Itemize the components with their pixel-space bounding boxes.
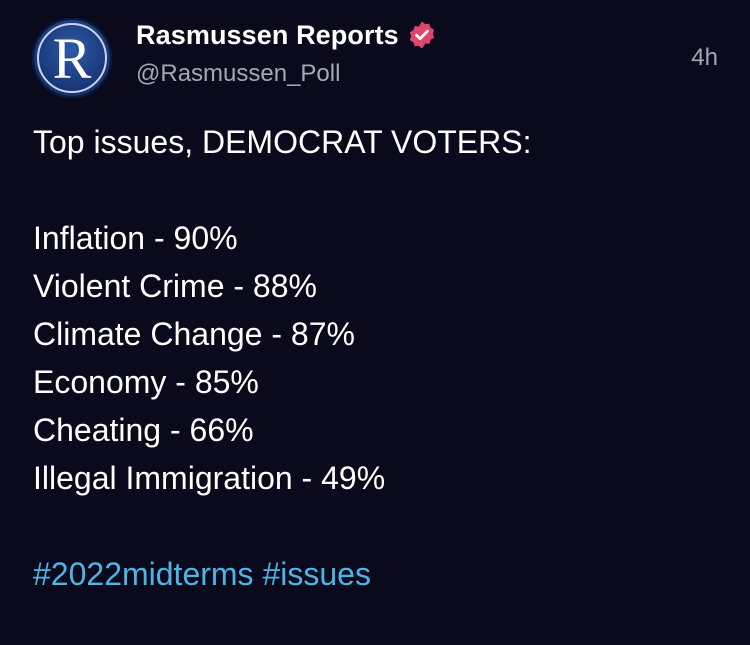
avatar-logo-letter: R <box>52 26 92 91</box>
issue-line: Inflation - 90% <box>33 220 238 256</box>
hashtag-line: #2022midterms #issues <box>33 550 723 598</box>
verified-badge-icon <box>409 21 434 49</box>
issue-line: Violent Crime - 88% <box>33 268 317 304</box>
issue-line: Climate Change - 87% <box>33 316 355 352</box>
post-timestamp[interactable]: 4h <box>691 44 718 71</box>
author-name-row: Rasmussen Reports <box>136 18 437 52</box>
avatar-ring: R <box>37 23 107 93</box>
paragraph-spacer <box>33 502 723 550</box>
paragraph-spacer <box>33 166 723 214</box>
post-heading-line: Top issues, DEMOCRAT VOTERS: <box>33 124 532 160</box>
author-handle[interactable]: @Rasmussen_Poll <box>136 60 341 87</box>
author-display-name[interactable]: Rasmussen Reports <box>136 19 399 50</box>
hashtag-link[interactable]: #2022midterms <box>33 556 254 592</box>
issue-line: Economy - 85% <box>33 364 259 400</box>
post-header: Rasmussen Reports @Rasmussen_Poll <box>136 18 437 88</box>
avatar[interactable]: R <box>32 18 112 98</box>
hashtag-link[interactable]: #issues <box>262 556 371 592</box>
post-body: Top issues, DEMOCRAT VOTERS: Inflation -… <box>33 118 723 598</box>
issue-line: Illegal Immigration - 49% <box>33 460 386 496</box>
issue-line: Cheating - 66% <box>33 412 254 448</box>
